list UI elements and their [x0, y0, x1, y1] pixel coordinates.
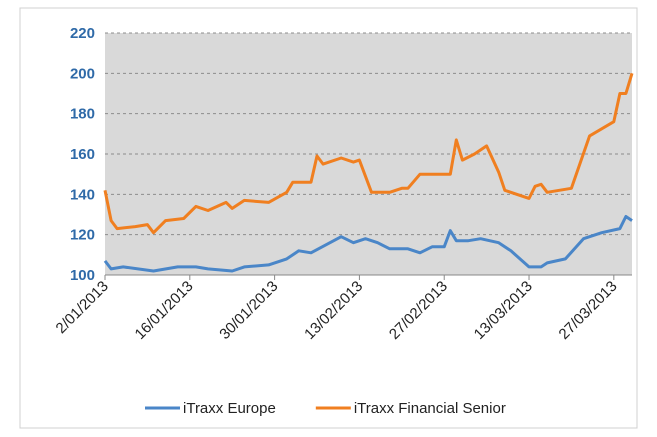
y-tick-label: 160 [70, 146, 95, 163]
y-tick-label: 100 [70, 267, 95, 284]
legend: iTraxx Europe iTraxx Financial Senior [145, 400, 506, 417]
legend-label: iTraxx Financial Senior [354, 400, 506, 417]
series-line [103, 215, 633, 273]
legend-label: iTraxx Europe [183, 400, 276, 417]
y-tick-label: 180 [70, 106, 95, 123]
y-tick-label: 120 [70, 227, 95, 244]
series-line [103, 72, 634, 235]
y-tick-label: 220 [70, 25, 95, 42]
y-tick-label: 140 [70, 186, 95, 203]
y-tick-label: 200 [70, 65, 95, 82]
